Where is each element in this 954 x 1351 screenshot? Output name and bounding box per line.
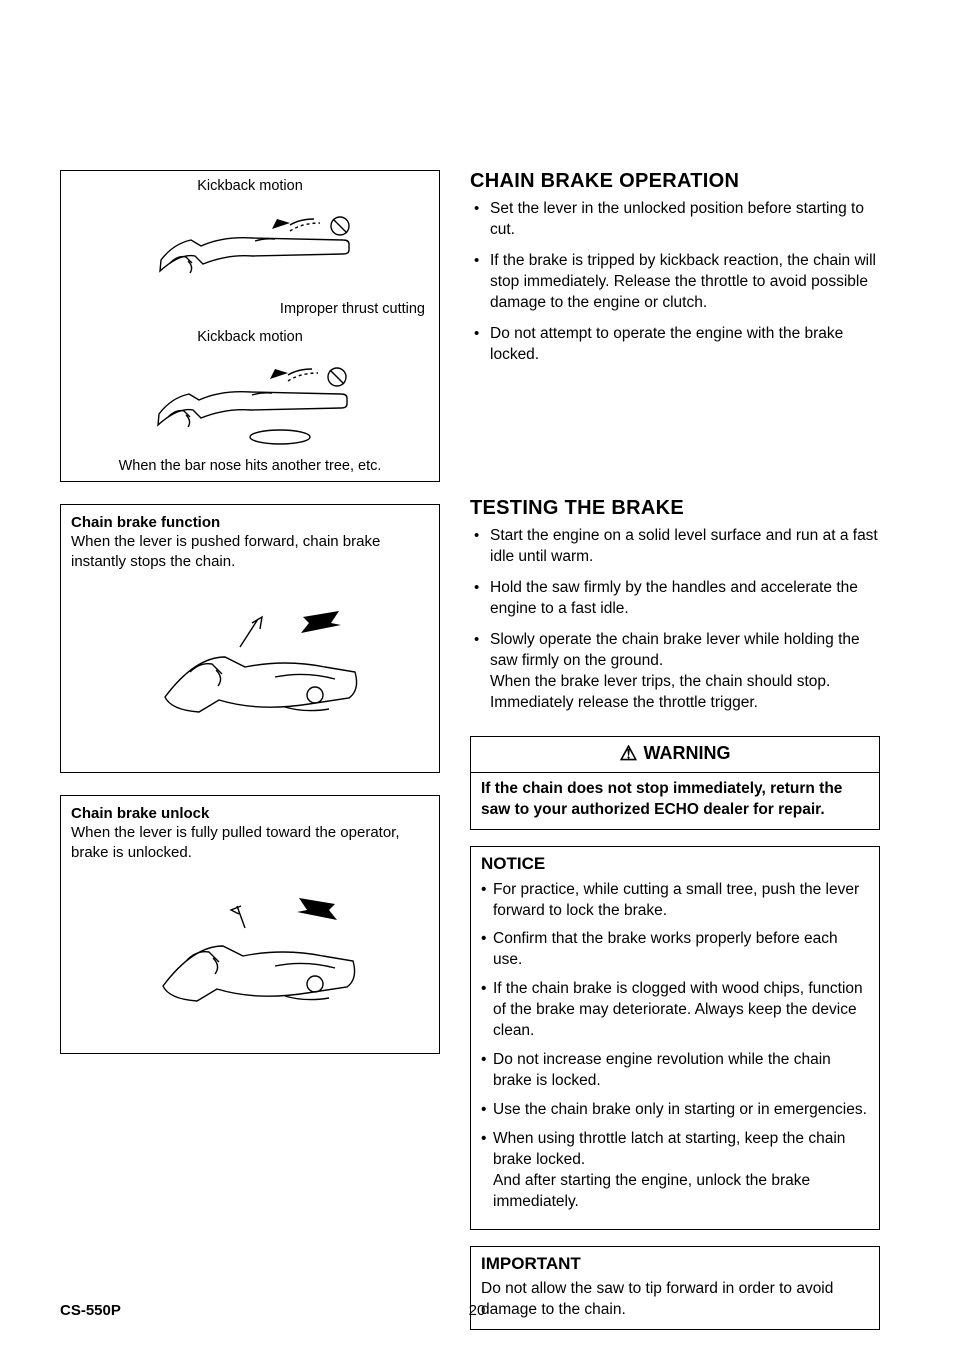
operation-item: If the brake is tripped by kickback reac… <box>472 251 880 314</box>
operation-list: Set the lever in the unlocked position b… <box>470 199 880 365</box>
notice-item: Do not increase engine revolution while … <box>481 1050 869 1092</box>
page-content: Kickback motion Improper thrust cutting … <box>60 170 894 1346</box>
notice-item: Use the chain brake only in starting or … <box>481 1100 869 1121</box>
brake-unlock-text: When the lever is fully pulled toward th… <box>71 823 429 862</box>
notice-item: For practice, while cutting a small tree… <box>481 880 869 922</box>
brake-function-box: Chain brake function When the lever is p… <box>60 504 440 773</box>
notice-item: When using throttle latch at starting, k… <box>481 1129 869 1213</box>
warning-heading: ⚠WARNING <box>471 737 879 773</box>
testing-item: Slowly operate the chain brake lever whi… <box>472 630 880 714</box>
brake-unlock-title: Chain brake unlock <box>71 804 429 824</box>
page-footer: CS-550P 20 <box>60 1302 894 1319</box>
footer-model: CS-550P <box>60 1302 121 1319</box>
important-label: IMPORTANT <box>481 1253 869 1276</box>
operation-item: Set the lever in the unlocked position b… <box>472 199 880 241</box>
warning-box: ⚠WARNING If the chain does not stop imme… <box>470 736 880 830</box>
brake-unlock-box: Chain brake unlock When the lever is ful… <box>60 795 440 1054</box>
warning-icon: ⚠ <box>620 743 638 765</box>
kickback-illustration-1 <box>69 201 431 296</box>
notice-box: NOTICE For practice, while cutting a sma… <box>470 846 880 1230</box>
left-column: Kickback motion Improper thrust cutting … <box>60 170 440 1346</box>
right-column: CHAIN BRAKE OPERATION Set the lever in t… <box>470 170 880 1346</box>
brake-unlock-illustration <box>71 868 429 1039</box>
testing-item: Start the engine on a solid level surfac… <box>472 526 880 568</box>
brake-function-title: Chain brake function <box>71 513 429 533</box>
warning-text: If the chain does not stop immediately, … <box>481 779 869 821</box>
notice-label: NOTICE <box>481 853 869 876</box>
notice-list: For practice, while cutting a small tree… <box>481 880 869 1213</box>
notice-item: If the chain brake is clogged with wood … <box>481 979 869 1042</box>
kickback-illustration-2 <box>69 353 431 453</box>
operation-heading: CHAIN BRAKE OPERATION <box>470 170 880 193</box>
footer-page-number: 20 <box>469 1302 486 1319</box>
warning-label: WARNING <box>643 743 730 763</box>
brake-function-text: When the lever is pushed forward, chain … <box>71 532 429 571</box>
operation-item: Do not attempt to operate the engine wit… <box>472 324 880 366</box>
notice-item: Confirm that the brake works properly be… <box>481 929 869 971</box>
kickback-caption-1: Improper thrust cutting <box>69 300 431 318</box>
testing-heading: TESTING THE BRAKE <box>470 497 880 520</box>
testing-item: Hold the saw firmly by the handles and a… <box>472 578 880 620</box>
kickback-caption-2: When the bar nose hits another tree, etc… <box>69 457 431 475</box>
brake-function-illustration <box>71 577 429 758</box>
kickback-label-1: Kickback motion <box>69 177 431 195</box>
kickback-label-2: Kickback motion <box>69 328 431 346</box>
kickback-figure-box: Kickback motion Improper thrust cutting … <box>60 170 440 482</box>
testing-list: Start the engine on a solid level surfac… <box>470 526 880 713</box>
